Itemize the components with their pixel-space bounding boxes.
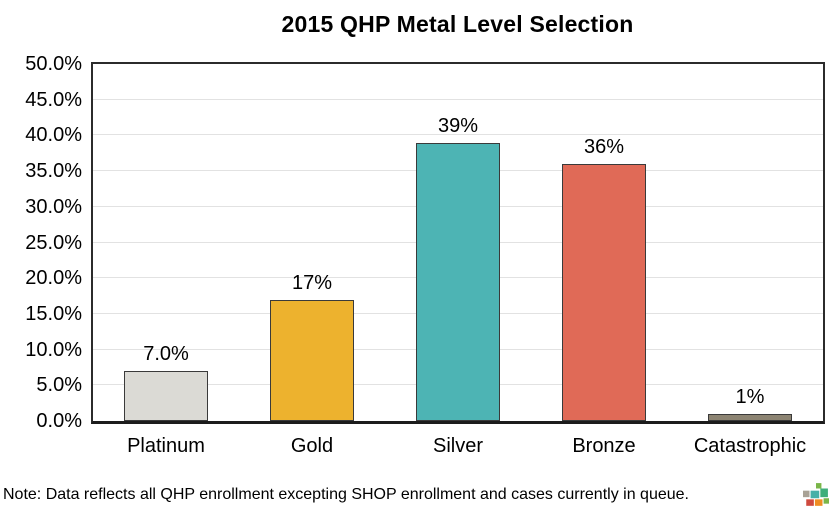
- bar-value-label: 39%: [437, 114, 479, 137]
- gridline: [93, 98, 823, 100]
- y-tick-label: 45.0%: [25, 88, 82, 111]
- bar-value-label: 1%: [735, 385, 765, 408]
- x-tick-label-bronze: Bronze: [572, 435, 636, 457]
- y-tick-label: 25.0%: [25, 231, 82, 254]
- chart-title: 2015 QHP Metal Level Selection: [281, 11, 634, 37]
- gridline: [93, 134, 823, 136]
- x-tick-label-platinum: Platinum: [127, 435, 205, 457]
- y-tick-label: 30.0%: [25, 195, 82, 218]
- footnote-text: Note: Data reflects all QHP enrollment e…: [3, 486, 689, 503]
- y-tick-label: 15.0%: [25, 302, 82, 325]
- bar-value-label: 36%: [583, 135, 625, 158]
- y-tick-label: 40.0%: [25, 124, 82, 147]
- y-tick-label: 5.0%: [36, 374, 82, 397]
- x-tick-label-silver: Silver: [432, 435, 483, 457]
- x-tick-label-catastrophic: Catastrophic: [693, 435, 807, 457]
- bar-platinum: [124, 371, 208, 421]
- x-tick-label-gold: Gold: [290, 435, 334, 457]
- bar-value-label: 7.0%: [143, 343, 189, 366]
- mosaic-logo-icon: [803, 483, 829, 506]
- plot-area: 7.0% 17% 39% 36% 1%: [91, 62, 825, 424]
- y-tick-label: 50.0%: [25, 53, 82, 75]
- y-tick-label: 10.0%: [25, 338, 82, 361]
- y-tick-label: 20.0%: [25, 267, 82, 290]
- y-tick-label: 0.0%: [36, 410, 82, 432]
- bar-value-label: 17%: [291, 271, 333, 294]
- bar-catastrophic: [708, 413, 792, 421]
- bar-silver: [416, 142, 500, 421]
- y-tick-label: 35.0%: [25, 160, 82, 183]
- bar-bronze: [562, 163, 646, 421]
- bar-gold: [270, 299, 354, 421]
